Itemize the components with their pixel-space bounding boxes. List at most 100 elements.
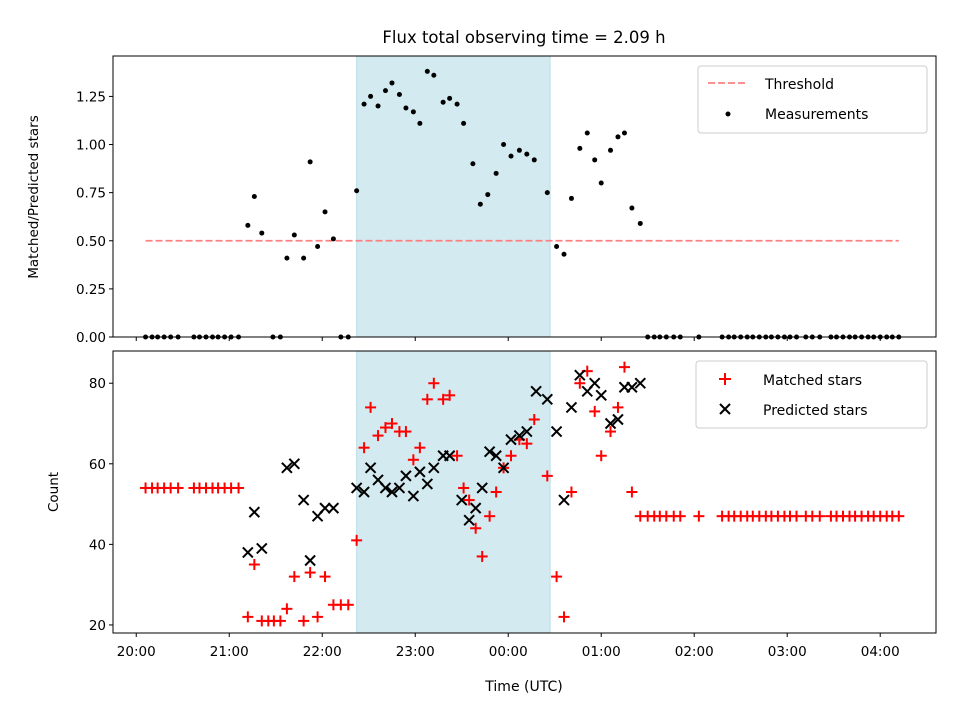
matched-star-point [618,361,630,373]
matched-star-point [565,486,577,498]
predicted-star-point [521,425,533,438]
matched-star-point [541,470,553,482]
top-legend: Threshold Measurements [697,65,928,134]
y-tick-label: 60 [89,457,106,473]
predicted-star-point [304,554,316,567]
measurement-point [315,244,321,250]
matched-star-point [551,571,563,583]
predicted-star-point [626,381,638,393]
predicted-star-point [256,542,268,555]
predicted-star-point [297,494,310,506]
matched-star-point [674,510,686,522]
measurement-point [396,91,402,97]
matched-star-point [791,510,803,522]
matched-star-point [298,615,310,627]
predicted-star-point [550,425,563,438]
top-panel: 0.00 0.25 0.50 0.75 1.00 1.25 Matched/Predict… [26,55,937,346]
measurement-point [284,255,290,261]
y-tick-label: 0.25 [76,282,106,298]
x-tick-label: 21:00 [210,644,249,660]
matched-star-point [372,430,384,442]
measurement-point [561,251,567,257]
matched-star-point [421,393,433,405]
measurement-point [330,236,336,242]
matched-star-point [288,571,300,583]
measurement-point [629,205,635,211]
y-tick-label: 0.00 [76,330,106,346]
y-tick-label: 0.50 [76,234,106,250]
y-tick-label: 1.00 [76,138,106,154]
measurement-point [531,157,537,163]
top-observing-window [356,55,551,338]
measurement-point [354,188,360,194]
x-axis-label: Time (UTC) [484,679,562,695]
predicted-star-point [281,462,293,474]
measurement-point [637,220,643,226]
measurement-point [454,101,460,107]
matched-star-point [476,550,488,562]
predicted-star-point [242,546,254,559]
predicted-star-point [513,429,526,442]
matched-star-point [605,426,617,438]
measurement-point [368,93,374,99]
measurement-point [461,120,467,126]
x-tick-label: 03:00 [768,644,807,660]
matched-star-point [281,603,293,615]
predicted-star-point [612,413,624,426]
y-tick-label: 80 [89,376,106,392]
y-tick-label: 0.75 [76,186,106,202]
top-y-label: Matched/Predicted stars [26,115,42,278]
measurement-point [501,142,507,148]
x-tick-label: 02:00 [675,644,714,660]
predicted-star-point [483,446,496,458]
predicted-star-point [393,482,406,494]
bottom-points [140,361,905,627]
matched-star-point [451,450,463,462]
measurement-point [307,159,313,165]
predicted-star-point [589,377,601,389]
measurement-point [584,130,590,136]
top-axes-frame [112,55,937,338]
bottom-observing-window [356,350,551,634]
measurement-point [568,195,574,201]
matched-star-point [233,482,245,494]
measurement-point [470,161,476,167]
predicted-star-point [490,450,502,462]
predicted-star-point [248,506,261,518]
measurement-point [301,255,307,261]
legend-matched-swatch [719,373,731,385]
measurement-point [431,72,437,78]
measurement-point [291,232,297,238]
predicted-star-point [558,494,570,506]
matched-star-point [172,482,184,494]
measurement-point [485,192,491,198]
measurement-point [493,170,499,176]
measurement-point [410,109,416,115]
matched-star-point [893,510,905,522]
predicted-star-point [400,470,412,482]
matched-star-point [574,377,586,389]
figure-title: Flux total observing time = 2.09 h [382,28,665,47]
measurement-point [403,105,409,111]
matched-star-point [693,510,705,522]
measurement-point [544,190,550,196]
matched-star-point [458,482,470,494]
measurement-point [608,147,614,153]
matched-star-point [521,438,533,450]
predicted-star-point [595,389,607,402]
matched-star-point [386,418,398,430]
matched-star-point [407,454,419,466]
predicted-star-point [358,486,370,498]
predicted-star-point [288,458,301,470]
matched-star-point [400,426,412,438]
predicted-star-point [541,393,553,406]
measurement-point [361,101,367,107]
x-tick-label: 20:00 [117,644,156,660]
bottom-legend: Matched stars Predicted stars [695,360,928,429]
matched-star-point [484,510,496,522]
matched-star-point [437,393,449,405]
matched-star-point [490,486,502,498]
measurement-point [524,151,530,157]
matched-star-point [528,413,540,425]
matched-star-point [814,510,826,522]
